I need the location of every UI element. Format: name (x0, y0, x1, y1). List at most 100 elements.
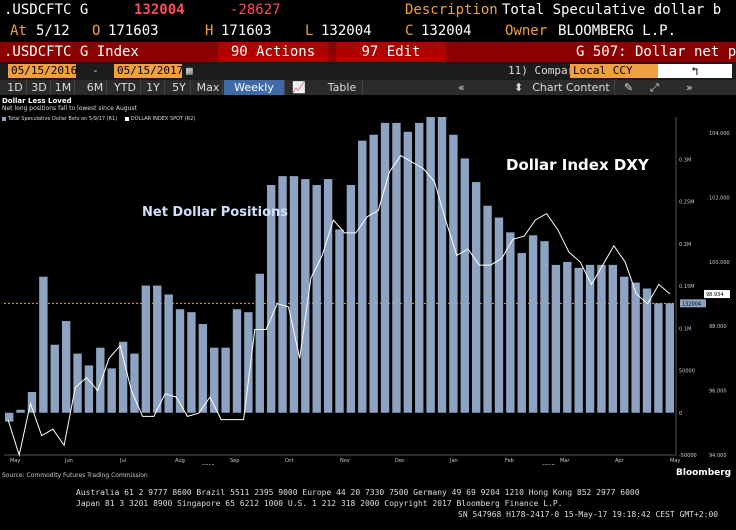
y-right1-tick-label: 0 (679, 411, 682, 417)
bar (574, 267, 583, 413)
bar (210, 347, 219, 413)
back-arrow-icon[interactable]: ↰ (658, 64, 732, 78)
start-date-input[interactable]: 05/15/2016 (8, 64, 77, 78)
actions-menu-button[interactable]: 90 Actions (218, 42, 328, 62)
x-tick-label: Mar (560, 458, 570, 464)
y-right1-tick-label: 0.25M (679, 200, 694, 206)
bar (96, 347, 105, 413)
period-max[interactable]: Max (194, 80, 223, 95)
bar (380, 122, 390, 413)
bar (494, 217, 504, 413)
bar (153, 285, 162, 413)
expand-icon[interactable]: ⬍ (514, 81, 524, 94)
period-1y[interactable]: 1Y (142, 80, 165, 95)
bar (528, 235, 538, 413)
x-tick-label: Jul (119, 458, 126, 464)
low-value: 132004 (321, 23, 372, 39)
chart-content-button[interactable]: Chart Content (528, 80, 615, 95)
bar (665, 303, 674, 413)
calendar-icon[interactable]: ▦ (186, 64, 193, 77)
y-right2-tick-label: 94.000 (709, 453, 727, 459)
security-name[interactable]: .USDCFTC G Index (4, 44, 139, 60)
bar (506, 232, 515, 413)
bar (198, 324, 208, 413)
bloomberg-logo: Bloomberg (676, 468, 732, 478)
edit-pencil-icon[interactable]: ✎ (624, 81, 634, 94)
bar (244, 312, 253, 413)
period-1m[interactable]: 1M (52, 80, 75, 95)
period-3d[interactable]: 3D (28, 80, 51, 95)
bar (266, 185, 276, 413)
x-tick-label: Nov (340, 458, 350, 464)
line-chart-icon[interactable]: 📈 (292, 81, 306, 94)
y-right1-tick-label: -50000 (679, 453, 697, 459)
legend-bars-label: Total Speculative Dollar Bets on 5/9/17 … (8, 116, 118, 122)
bar (278, 176, 287, 413)
bar (608, 264, 618, 413)
bar (415, 122, 424, 413)
period-toolbar: 1D 3D 1M 6M YTD 1Y 5Y Max Weekly 📈 Table… (0, 80, 736, 95)
bar (540, 241, 549, 413)
bar (289, 176, 299, 413)
at-label: At (10, 23, 27, 39)
high-label: H (205, 23, 214, 39)
resize-icon[interactable]: ⤢ (650, 81, 659, 94)
annotation-net-dollar-positions: Net Dollar Positions (142, 205, 288, 220)
ticker: .USDCFTC G (4, 2, 89, 18)
bar (426, 117, 435, 413)
compare-label[interactable]: 11) Compare (508, 64, 581, 77)
legend-swatch-line (124, 116, 129, 121)
double-left-arrow-icon[interactable]: « (458, 81, 465, 94)
frequency-select[interactable]: Weekly (224, 80, 285, 95)
bar (642, 288, 652, 413)
bar (335, 229, 344, 413)
bar (403, 131, 413, 413)
annotation-dollar-index: Dollar Index DXY (506, 156, 650, 174)
description-label: Description (405, 2, 498, 18)
bar (16, 409, 25, 413)
year-label: 2016 (202, 464, 215, 465)
table-button[interactable]: Table (322, 80, 363, 95)
bar (449, 134, 458, 413)
period-1d[interactable]: 1D (4, 80, 27, 95)
x-tick-label: Aug (175, 458, 185, 464)
bar (620, 276, 629, 413)
bar (301, 179, 310, 413)
chart-title: Dollar Less Loved (2, 97, 72, 105)
last-bar-value-box (680, 299, 706, 308)
x-tick-label: Apr (615, 458, 625, 464)
open-value: 171603 (108, 23, 159, 39)
security-header: .USDCFTC G 132004 -28627 Description Tot… (0, 0, 736, 20)
price-change: -28627 (230, 2, 281, 18)
x-tick-label: Jun (64, 458, 73, 464)
y-right1-tick-label: 0.3M (679, 157, 691, 163)
double-right-arrow-icon[interactable]: » (686, 81, 693, 94)
x-tick-label: Oct (285, 458, 294, 464)
description-value: Total Speculative dollar b (502, 2, 722, 18)
end-date-input[interactable]: 05/15/2017 (114, 64, 183, 78)
ohlc-row: At 5/12 O 171603 H 171603 L 132004 C 132… (0, 20, 736, 42)
dxy-series-line (7, 154, 671, 457)
x-tick-label: Sep (230, 458, 239, 464)
edit-menu-button[interactable]: 97 Edit (336, 42, 446, 62)
year-label: 2017 (542, 464, 555, 465)
bar (369, 134, 378, 413)
close-label: C (405, 23, 414, 39)
y-right1-tick-label: 0.15M (679, 284, 694, 290)
last-dxy-value-label: 98.934 (706, 292, 724, 298)
chart-source: Source: Commodity Futures Trading Commis… (2, 472, 148, 479)
command-bar: .USDCFTC G Index 90 Actions 97 Edit G 50… (0, 42, 736, 62)
currency-select[interactable]: Local CCY (570, 64, 658, 78)
low-label: L (305, 23, 314, 39)
period-5y[interactable]: 5Y (168, 80, 191, 95)
bar (39, 276, 48, 413)
bar (232, 309, 242, 413)
bar (517, 253, 526, 413)
period-ytd[interactable]: YTD (110, 80, 141, 95)
footer: Australia 61 2 9777 8600 Brazil 5511 239… (0, 483, 736, 530)
bar (483, 205, 492, 413)
y-right2-tick-label: 98.000 (709, 324, 727, 330)
period-6m[interactable]: 6M (84, 80, 107, 95)
bar (585, 264, 595, 413)
y-right1-tick-label: 0.2M (679, 242, 691, 248)
